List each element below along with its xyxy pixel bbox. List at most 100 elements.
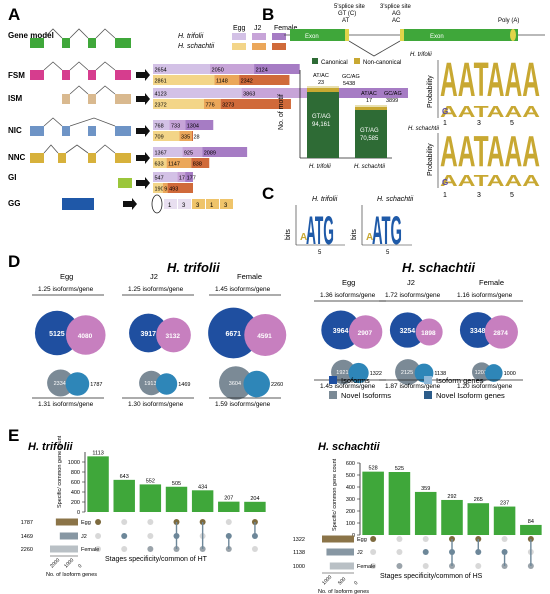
intersection-dot-active (396, 563, 403, 569)
hs-count-label: 1148 (216, 79, 228, 85)
ht-count-label: 1367 (155, 151, 167, 157)
stage-name: Female (479, 278, 504, 287)
intersection-bar (165, 486, 188, 512)
isoforms-count: 3348 (470, 328, 486, 335)
row-label-gi: GI (8, 173, 16, 182)
logo-letters-hs: AATAAA (440, 127, 540, 176)
isoform-genes-count: 3132 (166, 333, 181, 340)
exon (62, 38, 70, 48)
upset-xlabel: Stages specificity/common of HS (380, 573, 483, 580)
isoform-genes-count: 2907 (358, 330, 373, 337)
intersection-dot (422, 563, 429, 569)
intersection-dot-active (370, 536, 377, 542)
svg-text:G: G (442, 178, 448, 187)
set-size-bar (329, 562, 354, 570)
panel-label-a: A (8, 5, 20, 24)
intersection-bar-label: 1113 (92, 450, 103, 456)
novel-isoform-genes-count: 1787 (90, 382, 102, 388)
intersection-bar-label: 237 (500, 501, 509, 507)
stage-name: Female (237, 272, 262, 281)
set-size-bar (55, 518, 78, 526)
hs-count-label: 2861 (155, 79, 167, 85)
upset-title: H. trifolii (28, 441, 74, 453)
hs-count-segment (220, 99, 291, 109)
isoforms-count: 6671 (225, 331, 241, 338)
intron-arcs (43, 28, 116, 39)
intersection-bar (441, 499, 463, 535)
ht-count-segment (182, 147, 203, 157)
intron-arc (348, 40, 401, 57)
legend-isoforms: Isoforms (341, 376, 370, 385)
panel-label-e: E (8, 426, 19, 445)
intron-arcs (43, 61, 116, 71)
hs-count-label: 493 (169, 187, 178, 193)
hs-count-label: 2372 (155, 103, 167, 109)
isoforms-per-gene-top: 1.45 isoforms/gene (215, 286, 271, 293)
gg-bracket (151, 194, 163, 214)
isoform-genes-bubble (244, 313, 287, 357)
novel-isoform-genes-count: 2260 (271, 382, 283, 388)
upset-y-tick-label: 800 (71, 470, 80, 476)
isoforms-bubble (208, 307, 259, 359)
intersection-dot (370, 549, 377, 555)
isoform-genes-bubble (415, 318, 443, 346)
atg-xtick-ht: 5 (318, 250, 322, 256)
exon-label: Exon (305, 34, 319, 40)
intersection-bar-label: 434 (198, 484, 207, 490)
intersection-dot (147, 533, 154, 539)
exon (88, 70, 96, 80)
hs-count-label: 28 (193, 135, 199, 141)
legend-stage-egg: Egg (233, 25, 246, 32)
atg-title-ht: H. trifolii (312, 196, 338, 203)
hs-count-label: 1147 (168, 162, 180, 168)
ht-count-label: 2124 (256, 68, 268, 74)
ht-count-label: 925 (184, 151, 193, 157)
legend-swatch-hs-egg (232, 43, 246, 50)
logo-tick-1: 1 (443, 120, 447, 127)
upset-y-tick-label: 400 (71, 490, 80, 496)
bar-hs-atac-n: 17 (366, 98, 372, 104)
gene-model-diagrams (30, 28, 132, 210)
upset-title: H. schachtii (318, 441, 381, 453)
poly-a-label: Poly (A) (498, 18, 519, 24)
gg-count-cell (178, 199, 191, 209)
intersection-dot (251, 546, 258, 552)
intersection-bar (191, 490, 214, 512)
upset-ylabel: Specific/ common gene count (57, 435, 63, 508)
legend-swatch-ht-egg (232, 33, 246, 40)
intersection-bar (87, 456, 109, 512)
row-arrows (123, 69, 150, 210)
panel-d-ht-title: H. trifolii (167, 260, 220, 275)
hs-count-label: 335 (181, 135, 190, 141)
intersection-bar-label: 265 (474, 497, 483, 503)
upset-xlabel: Stages specificity/common of HT (105, 556, 208, 563)
bar-hs-gtag-label: GT/AG (360, 128, 379, 134)
gg-count-cell (206, 199, 219, 209)
intersection-bar-label: 525 (395, 466, 404, 472)
logo-title-ht: H. trifolii (410, 52, 432, 58)
gg-count-label: 1 (168, 203, 172, 209)
isoforms-count: 3254 (400, 328, 416, 335)
set-name: Female (81, 547, 99, 553)
row-label-gg: GG (8, 199, 20, 208)
upset-y-tick-label: 100 (346, 521, 355, 527)
isoforms-per-gene-top: 1.16 isoforms/gene (457, 292, 513, 299)
intersection-bar-label: 552 (146, 478, 155, 484)
intersection-bar (113, 479, 135, 512)
hs-count-segment (191, 158, 210, 168)
exon (62, 126, 70, 136)
three-prime-ac: AC (392, 18, 401, 24)
motif-count-chart: No. of motif GT/AG 94,161 AT/AC 23 GC/AG… (278, 70, 402, 170)
legend-non-canonical: Non-canonical (363, 60, 401, 66)
legend-stage-female: Female (274, 25, 297, 32)
exon (115, 126, 131, 136)
upset-y-tick-label: 600 (346, 461, 355, 467)
set-size-bar (326, 548, 354, 556)
isoforms-per-gene-bottom: 1.59 isoforms/gene (215, 401, 271, 408)
ht-count-segment (202, 147, 248, 157)
panel-d-hs-title: H. schachtii (402, 260, 475, 275)
upset-y-tick-label: 600 (71, 480, 80, 486)
legend-swatch-hs-j2 (252, 43, 266, 50)
row-label-ism: ISM (8, 94, 23, 103)
